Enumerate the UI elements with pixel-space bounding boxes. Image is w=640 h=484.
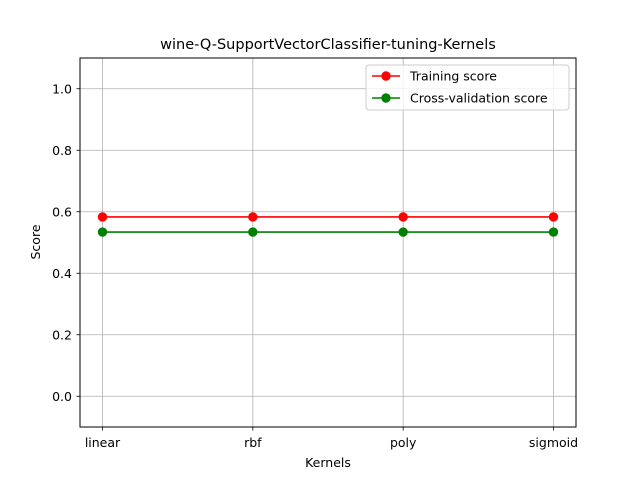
data-point bbox=[398, 212, 408, 222]
data-point bbox=[548, 227, 559, 237]
series-layer bbox=[97, 212, 559, 237]
y-tick-label: 0.2 bbox=[52, 327, 72, 342]
data-point bbox=[97, 227, 108, 237]
legend: Training score Cross-validation score bbox=[365, 64, 570, 111]
legend-marker bbox=[381, 93, 391, 103]
y-tick-label: 1.0 bbox=[52, 81, 72, 96]
legend-label: Cross-validation score bbox=[410, 91, 548, 106]
x-tick-label: rbf bbox=[244, 435, 262, 450]
tick-layer: linear rbf poly sigmoid 0.0 0.2 0.4 0.6 0.8 1.0 bbox=[52, 81, 578, 450]
data-point bbox=[248, 227, 258, 237]
data-point bbox=[248, 212, 258, 222]
data-point bbox=[548, 212, 559, 222]
y-axis-label: Score bbox=[28, 224, 43, 259]
x-tick-label: linear bbox=[85, 435, 121, 450]
data-point bbox=[398, 227, 408, 237]
y-tick-label: 0.8 bbox=[52, 143, 72, 158]
y-tick-label: 0.6 bbox=[52, 204, 72, 219]
y-tick-label: 0.4 bbox=[52, 266, 72, 281]
chart-title: wine-Q-SupportVectorClassifier-tuning-Ke… bbox=[160, 37, 496, 53]
x-tick-label: sigmoid bbox=[529, 435, 578, 450]
legend-label: Training score bbox=[409, 69, 497, 84]
data-point bbox=[97, 212, 108, 222]
x-axis-label: Kernels bbox=[305, 455, 351, 470]
y-tick-label: 0.0 bbox=[52, 389, 72, 404]
legend-marker bbox=[381, 71, 391, 81]
legend-frame bbox=[365, 64, 570, 111]
x-tick-label: poly bbox=[390, 435, 417, 450]
plot-frame bbox=[79, 57, 577, 428]
